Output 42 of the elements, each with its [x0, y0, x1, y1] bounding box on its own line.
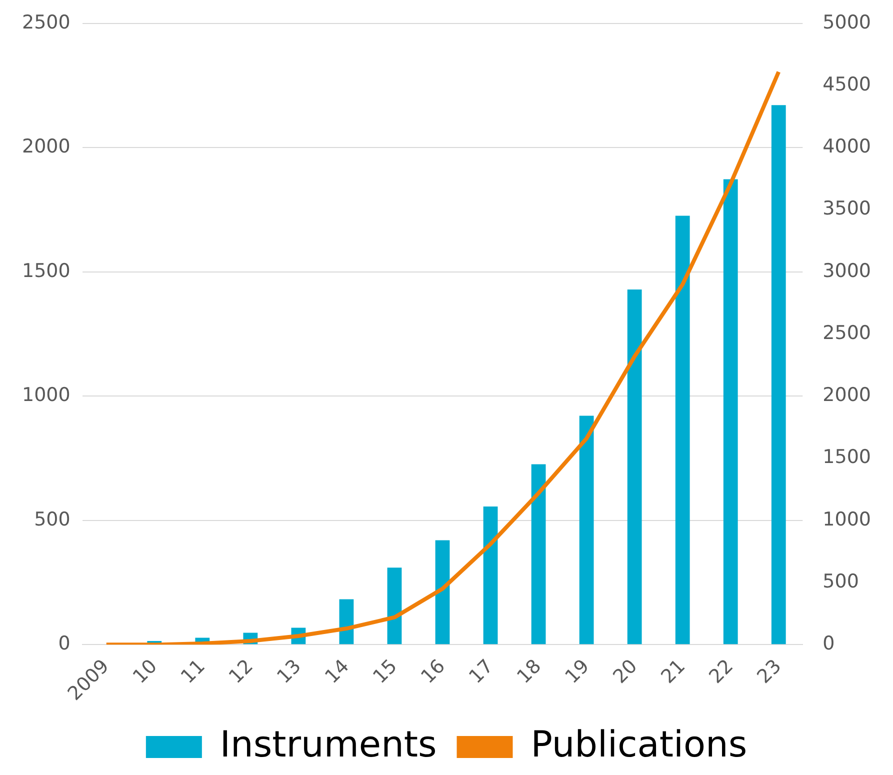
x-tick-label: 12	[224, 655, 258, 688]
bar	[435, 540, 450, 644]
y-tick-label: 1000	[22, 384, 70, 406]
bar	[387, 568, 402, 644]
x-tick-label: 18	[512, 655, 546, 688]
y2-tick-label: 2500	[822, 322, 872, 344]
bar	[627, 290, 642, 644]
x-tick-label: 19	[560, 655, 594, 688]
x-tick-label: 13	[272, 655, 306, 688]
y-tick-label: 500	[34, 508, 70, 530]
x-tick-label: 16	[416, 655, 450, 688]
bar	[579, 416, 594, 644]
x-tick-label: 21	[656, 655, 690, 688]
y2-tick-label: 500	[822, 570, 859, 592]
x-tick-label: 23	[753, 655, 786, 688]
y-tick-label: 1500	[22, 260, 70, 282]
y2-tick-label: 1500	[822, 446, 872, 468]
y2-tick-label: 1000	[822, 508, 872, 530]
bar	[771, 105, 786, 644]
y2-tick-label: 3500	[822, 198, 872, 220]
bar	[723, 179, 738, 644]
bar	[675, 216, 690, 644]
x-tick-label: 14	[320, 655, 354, 688]
x-tick-label: 10	[128, 655, 162, 688]
y2-tick-label: 4000	[822, 136, 872, 158]
x-tick-label: 22	[704, 655, 738, 688]
x-tick-label: 15	[368, 655, 402, 688]
x-tick-label: 20	[608, 655, 642, 688]
y-tick-label: 2000	[22, 136, 70, 158]
y2-tick-label: 0	[822, 632, 835, 655]
y2-tick-label: 5000	[822, 11, 872, 34]
x-tick-label: 11	[176, 655, 210, 688]
y2-tick-label: 2000	[822, 384, 872, 406]
y-tick-label: 2500	[22, 11, 70, 34]
y2-tick-label: 4500	[822, 73, 872, 96]
y-tick-label: 0	[58, 632, 70, 655]
legend-label: Instruments	[220, 724, 437, 766]
bar	[531, 464, 546, 644]
y2-tick-label: 3000	[822, 260, 872, 282]
bar	[483, 506, 498, 644]
x-tick-label: 17	[464, 655, 498, 688]
legend-label: Publications	[530, 724, 748, 766]
